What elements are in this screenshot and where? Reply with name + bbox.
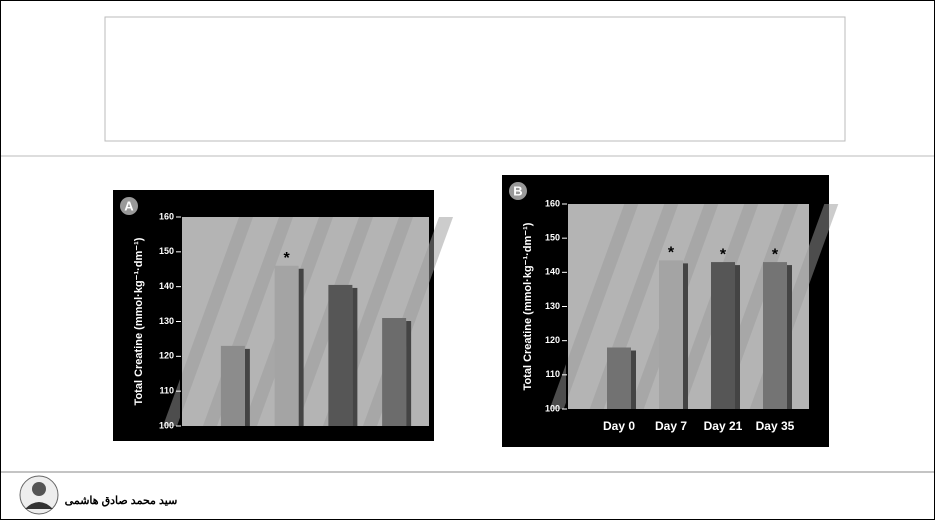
bar-side (352, 287, 358, 426)
avatar-head (32, 482, 46, 496)
y-tick-label: 120 (159, 351, 174, 361)
y-tick-label: 110 (545, 369, 560, 379)
panel-badge (509, 182, 527, 200)
y-tick-label: 100 (159, 420, 174, 430)
bar-side (787, 265, 792, 409)
bar (274, 265, 299, 426)
y-tick-label: 160 (545, 198, 560, 208)
bar-side (735, 265, 740, 409)
bar-side (298, 268, 304, 426)
x-tick-label: Day 7 (655, 419, 687, 433)
y-tick-label: 150 (545, 233, 560, 243)
empty-box (104, 16, 846, 142)
y-tick-label: 150 (159, 246, 174, 256)
panel-label: B (513, 183, 522, 198)
panel-label: A (124, 198, 134, 213)
panel-badge (120, 197, 138, 215)
bar-side (631, 350, 636, 409)
y-tick-label: 160 (159, 211, 174, 221)
bar (607, 347, 631, 409)
y-tick-label: 140 (545, 267, 560, 277)
x-tick-label: Day 0 (603, 419, 635, 433)
significance-mark: * (720, 246, 727, 263)
y-tick-label: 110 (159, 386, 174, 396)
bar-side (683, 263, 688, 409)
texture (549, 204, 639, 409)
x-tick-label: Day 21 (704, 419, 743, 433)
bar (659, 260, 683, 409)
significance-mark: * (668, 245, 675, 262)
significance-mark: * (284, 250, 291, 267)
y-axis-label: Total Creatine (mmol·kg⁻¹·dm⁻¹) (133, 237, 145, 405)
bar-side (244, 348, 250, 426)
bar-side (406, 321, 412, 426)
bar (382, 318, 407, 426)
y-axis-label: Total Creatine (mmol·kg⁻¹·dm⁻¹) (522, 222, 534, 390)
y-tick-label: 100 (545, 403, 560, 413)
bar (328, 284, 353, 426)
x-tick-label: Day 35 (756, 419, 795, 433)
y-tick-label: 130 (159, 316, 174, 326)
author-name: سید محمد صادق هاشمی (65, 495, 178, 507)
y-tick-label: 140 (159, 281, 174, 291)
significance-mark: * (772, 246, 779, 263)
y-tick-label: 130 (545, 301, 560, 311)
bar (220, 345, 245, 426)
texture (282, 217, 374, 426)
avatar-body (25, 502, 53, 509)
texture (162, 217, 254, 426)
bar (711, 262, 735, 409)
y-tick-label: 120 (545, 335, 560, 345)
bar (763, 262, 787, 409)
